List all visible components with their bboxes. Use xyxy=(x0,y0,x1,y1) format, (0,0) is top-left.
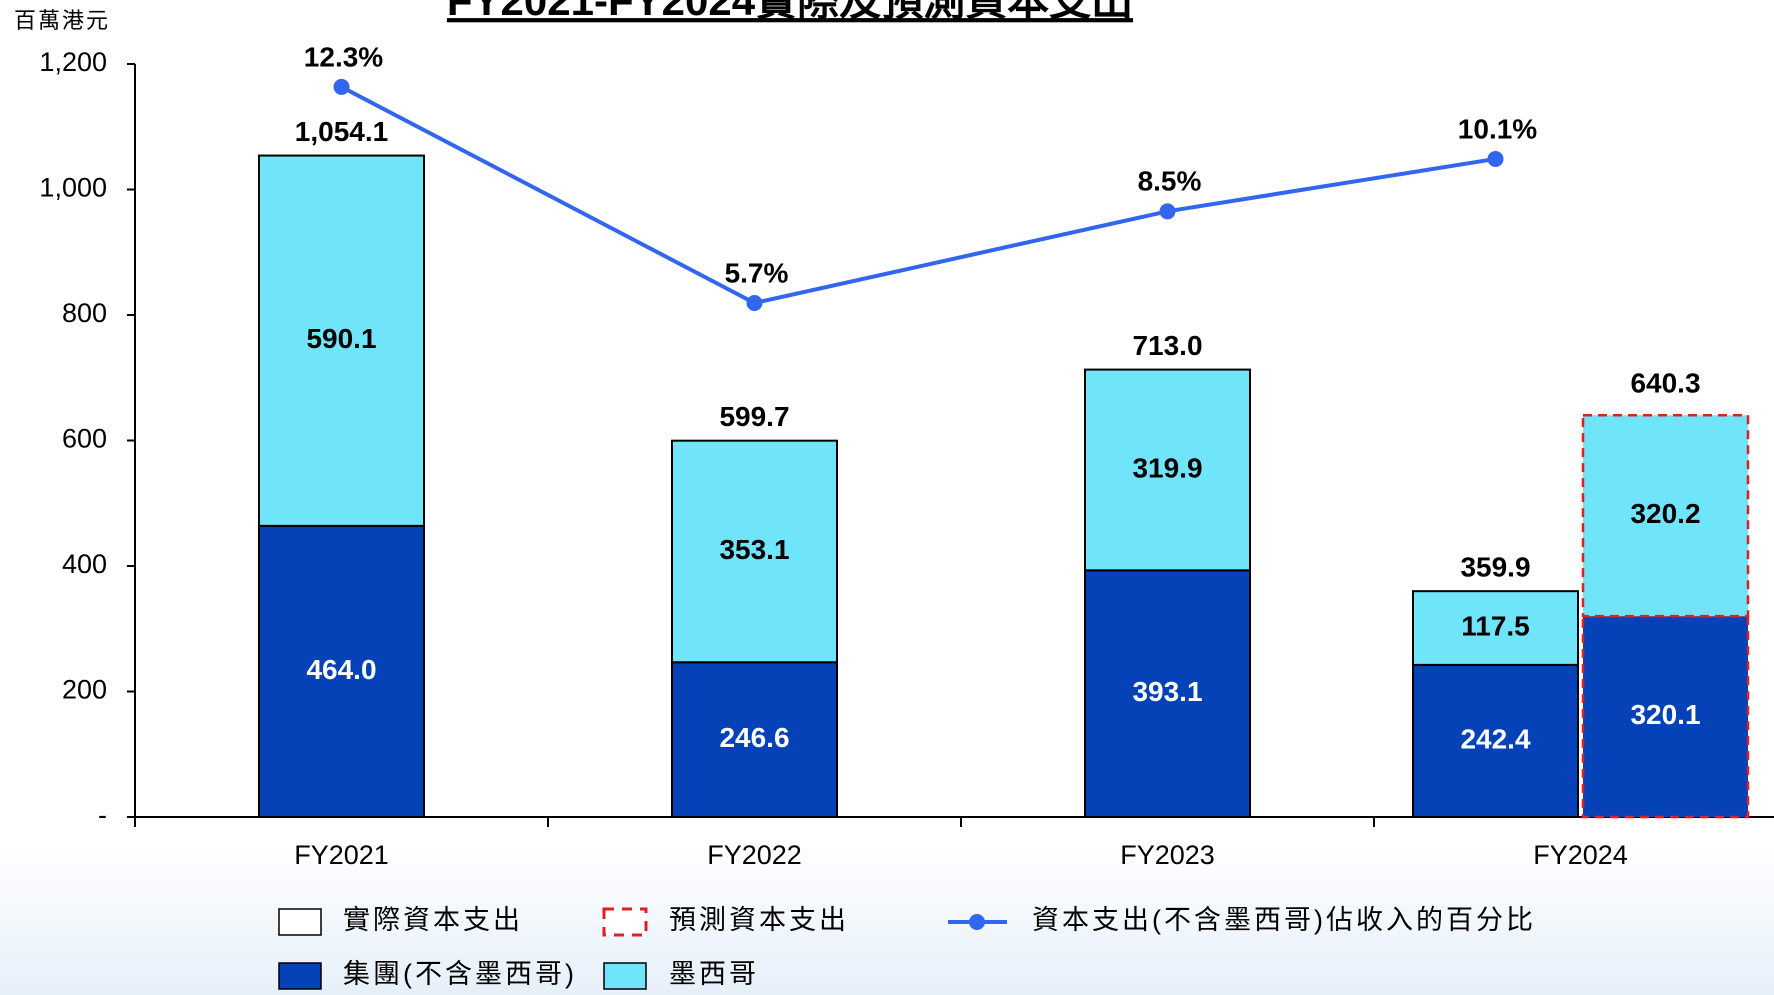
legend-swatch xyxy=(602,907,648,937)
legend-swatch xyxy=(278,908,322,936)
legend-label: 墨西哥 xyxy=(669,959,759,989)
bar-segment xyxy=(258,154,425,527)
segment-label: 246.6 xyxy=(719,722,789,753)
bar-segment xyxy=(258,524,425,819)
y-tick-label: 800 xyxy=(62,298,107,328)
segment-label: 117.5 xyxy=(1461,610,1530,641)
total-label: 1,054.1 xyxy=(295,116,388,147)
bar-segment xyxy=(1084,368,1251,572)
x-tick-label: FY2024 xyxy=(1533,840,1628,870)
line-label: 5.7% xyxy=(725,257,789,288)
legend-label: 資本支出(不含墨西哥)佔收入的百分比 xyxy=(1032,905,1536,935)
segment-label: 320.1 xyxy=(1630,699,1700,730)
bar-segment xyxy=(671,439,838,664)
total-label: 640.3 xyxy=(1630,368,1700,399)
x-tick-label: FY2021 xyxy=(294,840,389,870)
line xyxy=(340,85,1496,306)
segment-label: 393.1 xyxy=(1132,676,1202,707)
y-tick-label: 1,000 xyxy=(39,173,107,203)
total-label: 359.9 xyxy=(1460,552,1530,583)
line-marker xyxy=(333,78,350,95)
legend-swatch xyxy=(278,962,322,990)
legend-label: 集團(不含墨西哥) xyxy=(343,959,577,989)
total-label: 599.7 xyxy=(719,401,789,432)
y-tick-label: 1,200 xyxy=(39,47,107,77)
y-tick-label: 600 xyxy=(62,424,107,454)
legend-label: 實際資本支出 xyxy=(343,905,523,935)
bar-segment xyxy=(1412,663,1579,818)
legend-label: 預測資本支出 xyxy=(669,905,849,935)
segment-label: 464.0 xyxy=(306,654,376,685)
segment-label: 319.9 xyxy=(1132,452,1202,483)
line-marker xyxy=(746,294,763,311)
y-tick-label: - xyxy=(98,800,107,830)
line-label: 10.1% xyxy=(1458,113,1537,144)
line-marker xyxy=(1159,203,1176,220)
segment-label: 242.4 xyxy=(1460,723,1530,754)
y-unit: 百萬港元 xyxy=(14,8,110,33)
segment-label: 320.2 xyxy=(1630,498,1700,529)
bar-segment xyxy=(671,661,838,818)
segment-label: 353.1 xyxy=(719,534,789,565)
bar-segment xyxy=(1412,590,1579,666)
y-tick-label: 400 xyxy=(62,549,107,579)
y-tick-label: 200 xyxy=(62,675,107,705)
x-tick-label: FY2022 xyxy=(707,840,802,870)
legend-marker xyxy=(969,914,985,930)
legend-swatch xyxy=(603,962,647,990)
line-label: 8.5% xyxy=(1138,166,1202,197)
bar-segment xyxy=(1084,569,1251,819)
line-label: 12.3% xyxy=(304,41,383,72)
x-tick-label: FY2023 xyxy=(1120,840,1215,870)
line-marker xyxy=(1487,150,1504,167)
forecast-segment xyxy=(1581,614,1750,819)
segment-label: 590.1 xyxy=(306,323,376,354)
forecast-segment xyxy=(1581,413,1750,618)
chart-title: FY2021-FY2024實際及預測資本支出 xyxy=(447,0,1133,24)
total-label: 713.0 xyxy=(1132,330,1202,361)
